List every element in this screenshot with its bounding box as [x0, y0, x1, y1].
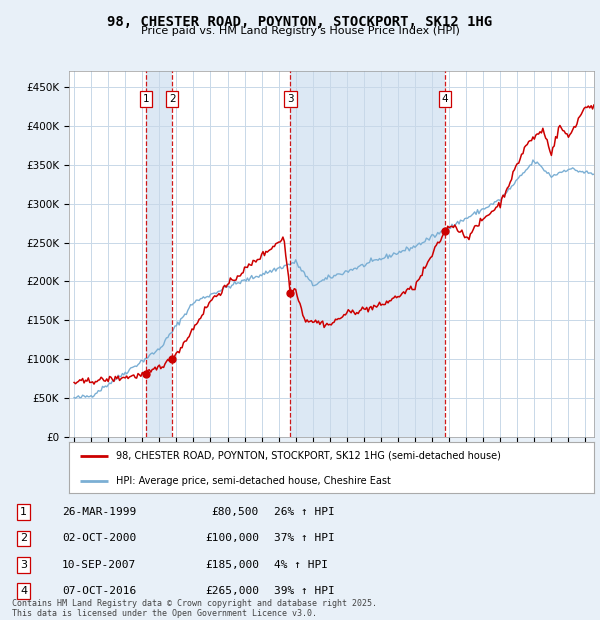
Text: HPI: Average price, semi-detached house, Cheshire East: HPI: Average price, semi-detached house,…	[116, 476, 391, 485]
Text: 3: 3	[20, 560, 27, 570]
Bar	[290, 71, 445, 437]
Bar	[146, 71, 172, 437]
Text: 98, CHESTER ROAD, POYNTON, STOCKPORT, SK12 1HG (semi-detached house): 98, CHESTER ROAD, POYNTON, STOCKPORT, SK…	[116, 451, 501, 461]
Text: Price paid vs. HM Land Registry's House Price Index (HPI): Price paid vs. HM Land Registry's House …	[140, 26, 460, 36]
Text: 2: 2	[169, 94, 175, 104]
Text: £185,000: £185,000	[205, 560, 259, 570]
Text: 4: 4	[442, 94, 449, 104]
Text: £80,500: £80,500	[212, 507, 259, 517]
Text: 4% ↑ HPI: 4% ↑ HPI	[274, 560, 328, 570]
Text: 3: 3	[287, 94, 294, 104]
Text: 98, CHESTER ROAD, POYNTON, STOCKPORT, SK12 1HG: 98, CHESTER ROAD, POYNTON, STOCKPORT, SK…	[107, 15, 493, 29]
Text: Contains HM Land Registry data © Crown copyright and database right 2025.
This d: Contains HM Land Registry data © Crown c…	[12, 599, 377, 618]
Text: 07-OCT-2016: 07-OCT-2016	[62, 586, 136, 596]
Text: 4: 4	[20, 586, 27, 596]
Text: 39% ↑ HPI: 39% ↑ HPI	[274, 586, 334, 596]
Text: 2: 2	[20, 533, 27, 544]
Text: 26% ↑ HPI: 26% ↑ HPI	[274, 507, 334, 517]
Text: 10-SEP-2007: 10-SEP-2007	[62, 560, 136, 570]
Text: £265,000: £265,000	[205, 586, 259, 596]
Text: 02-OCT-2000: 02-OCT-2000	[62, 533, 136, 544]
Text: 26-MAR-1999: 26-MAR-1999	[62, 507, 136, 517]
Text: £100,000: £100,000	[205, 533, 259, 544]
Text: 37% ↑ HPI: 37% ↑ HPI	[274, 533, 334, 544]
Text: 1: 1	[143, 94, 149, 104]
Text: 1: 1	[20, 507, 27, 517]
